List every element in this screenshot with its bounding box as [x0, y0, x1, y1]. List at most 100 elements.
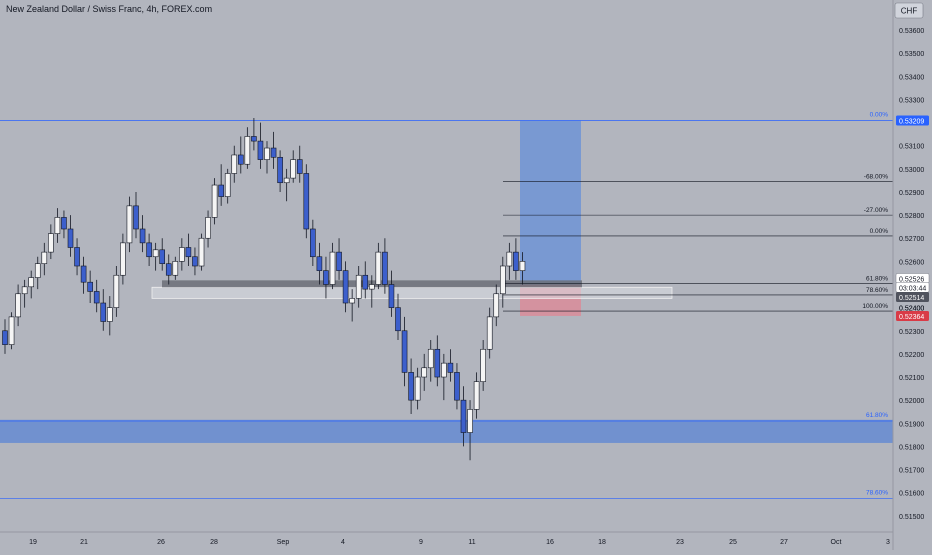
candle-body: [179, 247, 185, 262]
candle-body: [329, 251, 336, 285]
candle-body: [257, 140, 264, 160]
candle-body: [165, 263, 172, 276]
price-axis-label: 0.51900: [899, 421, 924, 428]
candle-body: [67, 228, 74, 248]
price-tag-text: 0.53209: [899, 119, 924, 126]
candle-body: [336, 251, 342, 271]
candle-body: [8, 316, 15, 345]
candle-body: [74, 247, 80, 267]
fib-label-right: 100.00%: [862, 303, 888, 310]
candle-body: [290, 159, 297, 179]
candle-body: [310, 228, 316, 258]
price-axis-label: 0.53000: [899, 167, 924, 174]
candle-body: [467, 409, 473, 433]
candle-body: [480, 348, 486, 382]
candle-body: [323, 270, 329, 285]
candle-body: [93, 291, 100, 304]
candle-body: [408, 372, 414, 401]
candle-body: [251, 136, 257, 142]
candle-body: [192, 256, 198, 267]
target-zone: [520, 120, 581, 285]
candle-body: [264, 147, 270, 160]
candle-body: [368, 284, 375, 290]
price-axis-label: 0.53300: [899, 97, 924, 104]
fib-label-right: 0.00%: [870, 228, 889, 235]
candle-body: [205, 217, 211, 239]
price-axis-label: 0.52600: [899, 259, 924, 266]
candle-body: [126, 205, 133, 244]
candle-body: [395, 307, 401, 332]
candle-body: [303, 173, 310, 230]
candle-body: [270, 147, 277, 158]
price-axis-label: 0.52000: [899, 398, 924, 405]
fib-label-right: -27.00%: [864, 207, 888, 214]
candle-body: [231, 154, 238, 174]
candle-body: [120, 242, 126, 276]
candles: [2, 117, 526, 461]
candle-body: [80, 265, 87, 283]
candle-body: [296, 159, 303, 174]
candle-body: [277, 156, 283, 184]
price-axis-label: 0.51600: [899, 491, 924, 498]
time-axis-label: 26: [157, 539, 165, 546]
fib-label-right: -68.00%: [864, 174, 888, 181]
candle-body: [382, 251, 388, 285]
currency-badge-label: CHF: [901, 7, 918, 16]
candle-body: [401, 330, 408, 373]
candle-body: [218, 184, 224, 197]
candle-body: [414, 376, 421, 401]
price-axis-label: 0.52100: [899, 375, 924, 382]
candle-body: [224, 173, 231, 197]
price-axis-label: 0.53100: [899, 144, 924, 151]
price-tag-text: 0.52400: [899, 306, 924, 313]
price-tags: 0.532090.5252603:03:440.525140.524000.52…: [895, 115, 930, 321]
candle-body: [349, 298, 355, 304]
drawing-zones: [0, 120, 893, 443]
candle-body: [113, 274, 120, 308]
candle-body: [87, 281, 93, 292]
candle-body: [519, 261, 526, 271]
price-axis-label: 0.52900: [899, 190, 924, 197]
candle-body: [2, 330, 8, 345]
candle-body: [493, 293, 500, 318]
price-axis-label: 0.51500: [899, 514, 924, 521]
plot-background: [0, 0, 893, 532]
price-axis-label: 0.52300: [899, 329, 924, 336]
candle-body: [499, 265, 506, 295]
fib-label-wide: 61.80%: [866, 412, 888, 419]
candle-body: [506, 251, 513, 267]
candle-body: [34, 263, 41, 278]
time-axis-label: 4: [341, 539, 345, 546]
time-axis[interactable]: 19 21 26 28 Sep 4 9 11 16 18 23 25 27 Oct 3: [29, 539, 890, 546]
time-axis-label: Sep: [277, 539, 290, 546]
time-axis-label: 19: [29, 539, 37, 546]
fib-label-wide: 0.00%: [870, 112, 889, 119]
candle-body: [447, 362, 454, 373]
price-axis-label: 0.52200: [899, 352, 924, 359]
candle-body: [427, 348, 434, 369]
candle-body: [15, 293, 21, 318]
candle-body: [54, 217, 61, 234]
currency-badge[interactable]: CHF: [894, 2, 924, 19]
time-axis-label: 16: [546, 539, 554, 546]
price-axis-label: 0.53400: [899, 74, 924, 81]
candle-body: [355, 274, 362, 299]
candle-body: [454, 372, 460, 401]
fib-label-wide: 78.60%: [866, 489, 888, 496]
candle-body: [238, 154, 244, 165]
price-axis[interactable]: 0.53600 0.53500 0.53400 0.53300 0.53100 0.530…: [899, 28, 924, 521]
fib-levels: 0.00% 61.80% 78.60% -68.00% -27.00% 0.00% 61.8…: [0, 112, 893, 499]
candle-body: [172, 261, 179, 276]
candle-body: [316, 256, 323, 271]
time-axis-label: 25: [729, 539, 737, 546]
fib-label-right: 78.60%: [866, 287, 888, 294]
candle-body: [486, 316, 493, 350]
price-axis-label: 0.52700: [899, 236, 924, 243]
time-axis-label: 28: [210, 539, 218, 546]
price-axis-label: 0.53600: [899, 28, 924, 35]
price-tag-box: [896, 115, 929, 126]
candle-body: [434, 348, 441, 378]
candle-body: [107, 307, 113, 322]
